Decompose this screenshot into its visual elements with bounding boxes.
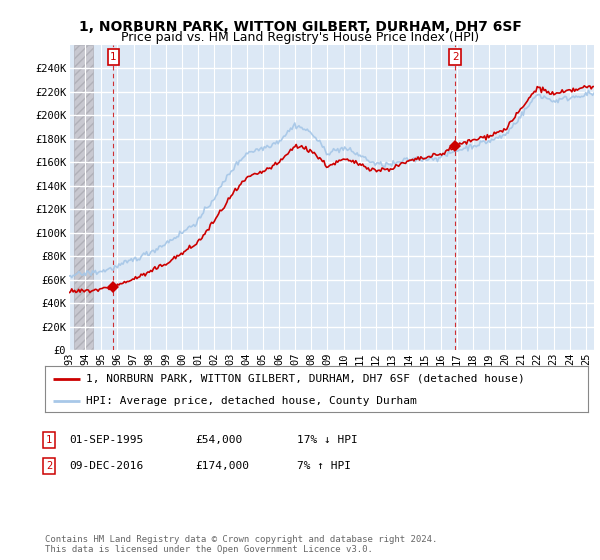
Text: 1: 1	[46, 435, 52, 445]
Text: £54,000: £54,000	[195, 435, 242, 445]
Text: 7% ↑ HPI: 7% ↑ HPI	[297, 461, 351, 471]
Text: 1: 1	[110, 52, 117, 62]
Text: 2: 2	[46, 461, 52, 471]
Text: Contains HM Land Registry data © Crown copyright and database right 2024.
This d: Contains HM Land Registry data © Crown c…	[45, 535, 437, 554]
Text: 1, NORBURN PARK, WITTON GILBERT, DURHAM, DH7 6SF (detached house): 1, NORBURN PARK, WITTON GILBERT, DURHAM,…	[86, 374, 524, 384]
Text: Price paid vs. HM Land Registry's House Price Index (HPI): Price paid vs. HM Land Registry's House …	[121, 31, 479, 44]
Text: 2: 2	[452, 52, 459, 62]
Text: 01-SEP-1995: 01-SEP-1995	[69, 435, 143, 445]
Bar	[74, 45, 93, 350]
Text: 17% ↓ HPI: 17% ↓ HPI	[297, 435, 358, 445]
Text: 09-DEC-2016: 09-DEC-2016	[69, 461, 143, 471]
Text: £174,000: £174,000	[195, 461, 249, 471]
Text: HPI: Average price, detached house, County Durham: HPI: Average price, detached house, Coun…	[86, 396, 416, 407]
Text: 1, NORBURN PARK, WITTON GILBERT, DURHAM, DH7 6SF: 1, NORBURN PARK, WITTON GILBERT, DURHAM,…	[79, 20, 521, 34]
